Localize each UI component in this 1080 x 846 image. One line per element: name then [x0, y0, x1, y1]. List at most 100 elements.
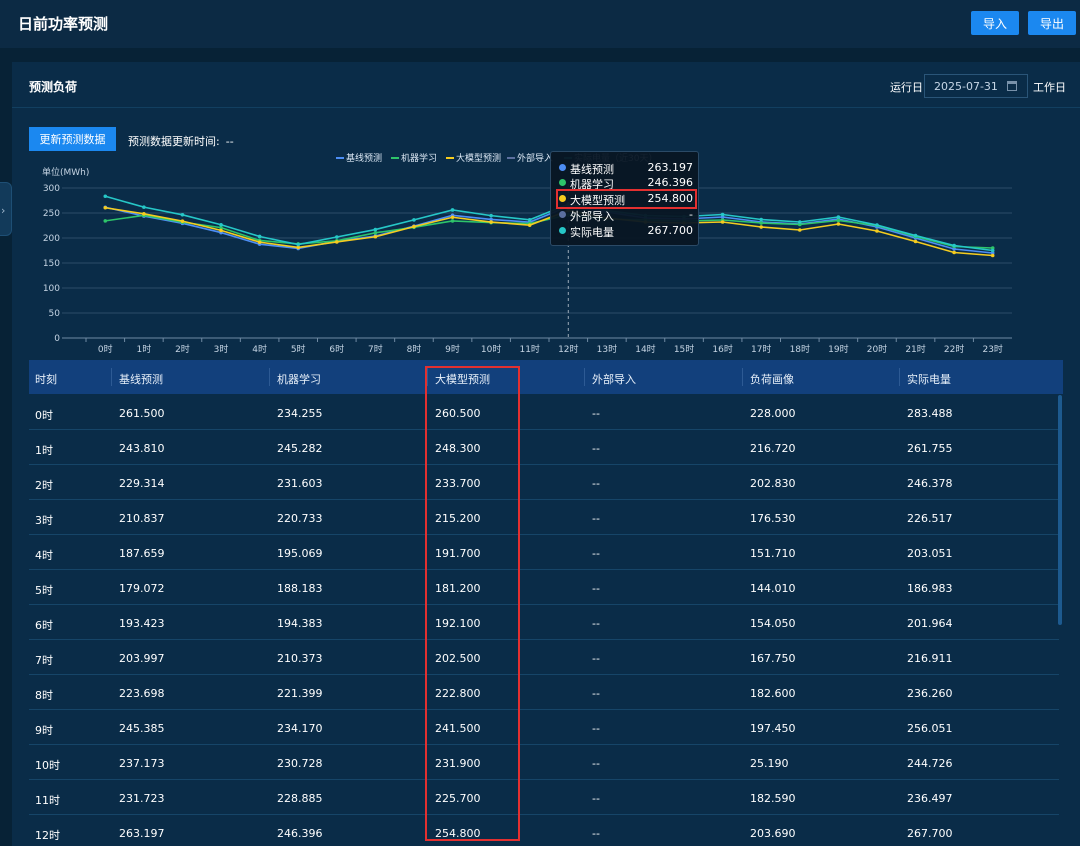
tooltip-dot [559, 211, 566, 218]
chevron-right-icon: › [1, 204, 6, 217]
table-cell: 237.173 [119, 757, 165, 770]
calendar-icon [1007, 81, 1017, 91]
table-cell: 261.500 [119, 407, 165, 420]
x-tick-label: 13时 [597, 343, 617, 355]
table-row: 3时 210.837 220.733 215.200 -- 176.530 226.517 [29, 500, 1059, 535]
series-line [105, 206, 993, 257]
table-cell: 256.051 [907, 722, 953, 735]
tooltip-series-name: 基线预测 [570, 163, 614, 176]
data-point [875, 229, 879, 233]
table-cell: 222.800 [435, 687, 481, 700]
table-cell: 191.700 [435, 547, 481, 560]
table-cell: 201.964 [907, 617, 953, 630]
table-cell: 4时 [35, 549, 53, 562]
column-divider [427, 368, 428, 386]
table-cell: 243.810 [119, 442, 165, 455]
panel-header: 预测负荷 运行日 2025-07-31 工作日 [12, 62, 1080, 108]
data-point [296, 245, 301, 250]
table-cell: 25.190 [750, 757, 789, 770]
table-cell: 194.383 [277, 617, 323, 630]
tooltip-value: 267.700 [647, 224, 694, 237]
legend-label: 外部导入 [517, 152, 553, 164]
update-time: 预测数据更新时间: -- [128, 133, 240, 149]
data-point [257, 234, 262, 239]
data-point [142, 205, 146, 209]
refresh-forecast-button[interactable]: 更新预测数据 [29, 127, 116, 151]
table-cell: 8时 [35, 689, 53, 702]
data-point [527, 223, 532, 227]
table-row: 11时 231.723 228.885 225.700 -- 182.590 236.497 [29, 780, 1059, 815]
x-tick-label: 23时 [982, 343, 1002, 355]
tooltip-dot [559, 164, 566, 171]
x-tick-label: 8时 [407, 343, 422, 355]
table-scrollbar[interactable] [1058, 395, 1062, 625]
table-cell: 236.497 [907, 792, 953, 805]
forecast-table: 时刻 基线预测 机器学习 大模型预测 外部导入 负荷画像 实际电量 0时 261.… [29, 360, 1063, 846]
run-day-label: 运行日 [890, 81, 923, 94]
forecast-panel: 预测负荷 运行日 2025-07-31 工作日 更新预测数据 预测数据更新时间:… [12, 62, 1080, 846]
column-header: 大模型预测 [435, 373, 490, 386]
data-point [759, 221, 764, 225]
forecast-line-chart[interactable]: 单位(MWh) 0 50 100 150 200 250 300 0时 1时 2时 3时 4时 5时 6时 7… [24, 150, 1024, 358]
table-cell: -- [592, 792, 600, 805]
table-cell: -- [592, 827, 600, 840]
table-cell: 202.500 [435, 652, 481, 665]
data-point [103, 194, 108, 199]
data-point [180, 213, 185, 217]
table-cell: 203.690 [750, 827, 796, 840]
table-cell: -- [592, 477, 600, 490]
table-row: 8时 223.698 221.399 222.800 -- 182.600 236.260 [29, 675, 1059, 710]
data-point [142, 212, 146, 216]
date-picker[interactable]: 2025-07-31 [924, 74, 1028, 98]
data-point [836, 222, 841, 226]
column-highlight-box [425, 366, 520, 841]
table-cell: 231.603 [277, 477, 323, 490]
column-divider [111, 368, 112, 386]
legend-label: 机器学习 [401, 152, 437, 164]
export-button[interactable]: 导出 [1028, 11, 1076, 35]
data-point [952, 247, 956, 251]
table-cell: 9时 [35, 724, 53, 737]
table-row: 6时 193.423 194.383 192.100 -- 154.050 201.964 [29, 605, 1059, 640]
table-cell: 245.282 [277, 442, 323, 455]
data-point [990, 251, 995, 255]
side-expand-tab[interactable]: › [0, 182, 12, 236]
table-cell: 3时 [35, 514, 53, 527]
table-cell: 226.517 [907, 512, 953, 525]
data-point [334, 235, 339, 239]
x-tick-label: 19时 [828, 343, 848, 355]
data-point [103, 205, 108, 210]
data-point [219, 222, 223, 227]
table-cell: -- [592, 757, 600, 770]
table-row: 1时 243.810 245.282 248.300 -- 216.720 261.755 [29, 430, 1059, 465]
data-point [450, 219, 455, 223]
table-cell: 12时 [35, 829, 60, 842]
column-header: 负荷画像 [750, 373, 794, 386]
data-point [797, 222, 802, 227]
table-cell: 192.100 [435, 617, 481, 630]
import-button[interactable]: 导入 [971, 11, 1019, 35]
column-divider [742, 368, 743, 386]
table-cell: 182.590 [750, 792, 796, 805]
table-cell: 221.399 [277, 687, 323, 700]
table-cell: -- [592, 652, 600, 665]
table-cell: -- [592, 512, 600, 525]
data-point [913, 233, 918, 238]
table-cell: 210.373 [277, 652, 323, 665]
tooltip-row: 基线预测 263.197 [559, 160, 693, 176]
x-tick-label: 14时 [635, 343, 655, 355]
table-row: 5时 179.072 188.183 181.200 -- 144.010 186.983 [29, 570, 1059, 605]
table-cell: 188.183 [277, 582, 323, 595]
tooltip-series-name: 机器学习 [570, 178, 614, 191]
data-point [797, 228, 802, 232]
data-point [797, 220, 802, 224]
data-point [180, 219, 185, 223]
x-tick-label: 9时 [445, 343, 460, 355]
table-cell: 229.314 [119, 477, 165, 490]
column-divider [584, 368, 585, 386]
table-cell: 234.255 [277, 407, 323, 420]
table-cell: 197.450 [750, 722, 796, 735]
chart-tooltip: 基线预测 263.197 机器学习 246.396 大模型预测 254.800 … [550, 151, 699, 246]
data-point [450, 215, 455, 220]
table-cell: 167.750 [750, 652, 796, 665]
